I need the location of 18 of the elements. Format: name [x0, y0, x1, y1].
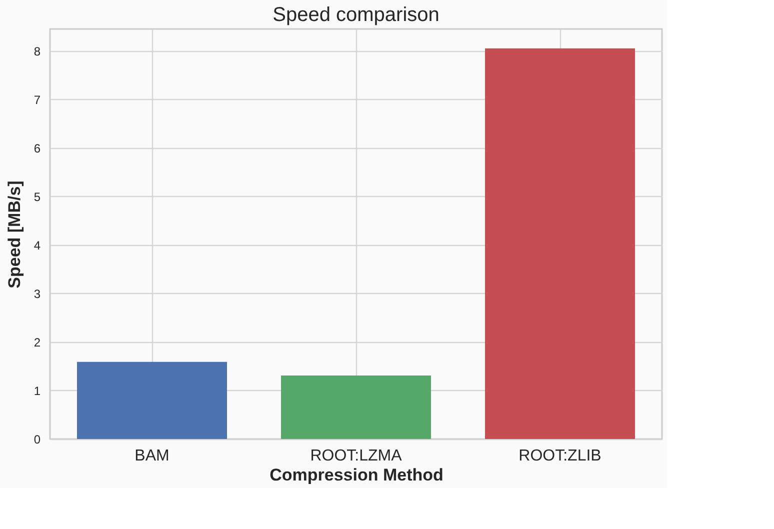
y-tick-label: 0	[34, 432, 41, 446]
y-tick-label: 3	[34, 286, 41, 301]
bar	[281, 375, 431, 439]
y-tick-label: 5	[34, 190, 41, 204]
x-tick-label: ROOT:LZMA	[310, 448, 402, 464]
chart-title: Speed comparison	[272, 4, 440, 26]
y-tick-label: 6	[34, 141, 41, 156]
y-tick-label: 8	[34, 44, 41, 58]
y-tick-label: 2	[34, 335, 41, 350]
y-tick-label: 7	[34, 92, 41, 107]
y-axis-title: Speed [MB/s]	[4, 180, 24, 288]
x-tick-label: BAM	[134, 448, 170, 464]
y-tick-label: 1	[34, 384, 41, 398]
y-tick-label: 4	[34, 238, 41, 252]
x-axis-title: Compression Method	[270, 466, 444, 484]
x-tick-label: ROOT:ZLIB	[518, 448, 602, 464]
bar	[77, 362, 227, 439]
bar	[485, 48, 635, 439]
